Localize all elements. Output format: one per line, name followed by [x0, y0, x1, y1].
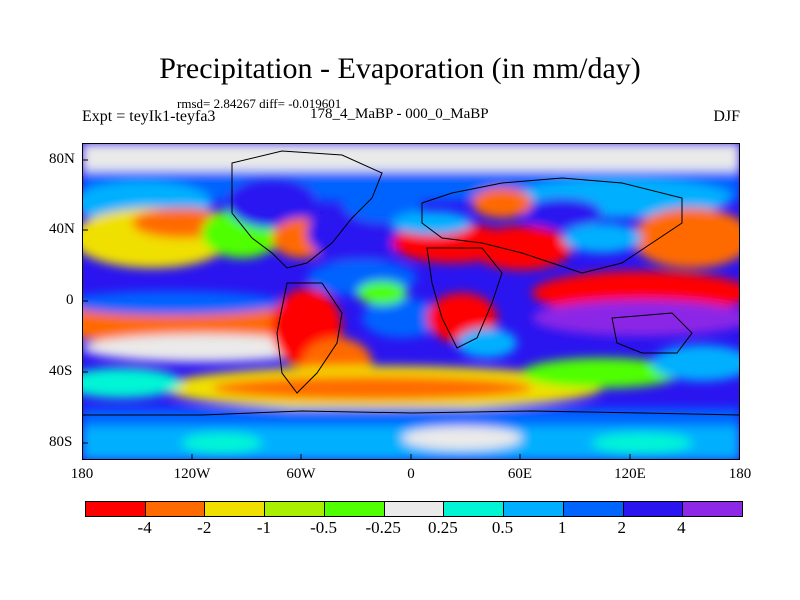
colorbar-label: 0.5: [491, 518, 514, 537]
colorbar-segment: [86, 502, 146, 516]
colorbar-label: 4: [677, 518, 686, 537]
x-tick-60e: 60E: [507, 466, 533, 482]
x-tick-0: 0: [407, 466, 415, 482]
colorbar-segment: [683, 502, 743, 516]
y-tick-0: 0: [66, 292, 74, 308]
y-tick-40n: 40N: [49, 221, 75, 237]
x-tick-180w: 180: [70, 466, 94, 482]
experiment-label: Expt = teyIk1-teyfa3: [82, 108, 216, 125]
period-label: 178_4_MaBP - 000_0_MaBP: [310, 106, 489, 122]
world-map-panel: [82, 143, 740, 460]
axis-ticks: [82, 159, 631, 460]
rmsd-diff-stats: rmsd= 2.84267 diff= -0.019601: [177, 96, 342, 111]
x-tick-60w: 60W: [286, 466, 316, 482]
colorbar-label: 1: [557, 518, 567, 537]
colorbar-label: -4: [137, 518, 152, 537]
colorbar-segment: [444, 502, 505, 516]
precip-evap-field: [82, 143, 740, 460]
colorbar-label: -2: [197, 518, 212, 537]
colorbar-label: -0.25: [365, 518, 401, 537]
colorbar-segment: [384, 502, 445, 516]
colorbar-label: -1: [256, 518, 271, 537]
colorbar-segment: [563, 502, 624, 516]
colorbar-label: 2: [617, 518, 626, 537]
x-tick-120e: 120E: [614, 466, 646, 482]
season-label: DJF: [713, 108, 740, 125]
y-tick-40s: 40S: [49, 363, 73, 379]
x-tick-120w: 120W: [173, 466, 211, 482]
colorbar-segment: [504, 502, 564, 516]
colorbar-label: -0.5: [310, 518, 337, 537]
colorbar-segment: [145, 502, 206, 516]
colorbar: [85, 501, 743, 517]
colorbar-segment: [324, 502, 385, 516]
y-tick-80s: 80S: [49, 434, 73, 450]
colorbar-segment: [623, 502, 684, 516]
plot-title: Precipitation - Evaporation (in mm/day): [159, 52, 641, 85]
colorbar-segment: [265, 502, 325, 516]
coastlines: [82, 150, 740, 416]
x-tick-180e: 180: [728, 466, 752, 482]
y-tick-80n: 80N: [49, 151, 75, 167]
colorbar-label: 0.25: [427, 518, 458, 537]
colorbar-segment: [205, 502, 266, 516]
